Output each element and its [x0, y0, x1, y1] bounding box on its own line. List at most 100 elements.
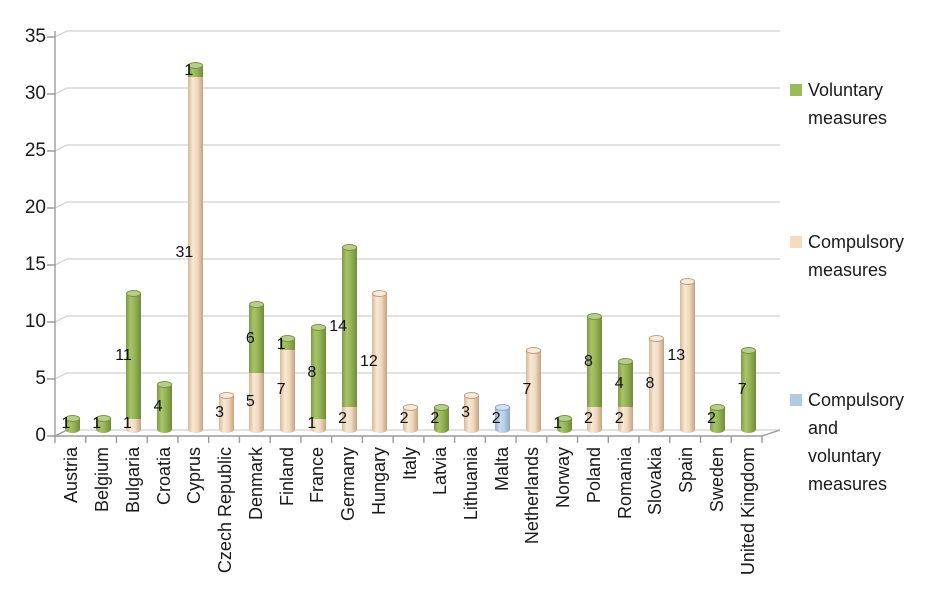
bar-data-label: 4	[614, 375, 624, 393]
bar-data-label: 3	[215, 403, 225, 421]
bar-segment	[310, 418, 326, 433]
bar-data-label: 14	[329, 318, 348, 336]
legend-item-compulsory-measures: Compulsory measures	[790, 228, 912, 284]
legend-label: Voluntary measures	[808, 80, 888, 128]
bar-data-label: 1	[307, 415, 317, 433]
bar-segment	[587, 407, 603, 433]
bar-segment	[618, 407, 634, 433]
bar-segment	[433, 407, 449, 433]
bar-data-label: 1	[61, 415, 71, 433]
bar-data-label: 7	[522, 381, 532, 399]
bar-top-cap	[341, 244, 357, 252]
bar-data-label: 8	[307, 364, 317, 381]
bar-segment	[403, 407, 418, 433]
bar-top-cap	[310, 323, 326, 331]
bar-data-label: 2	[584, 409, 593, 427]
bar-top-cap	[679, 278, 695, 286]
x-category-label: Czech Republic	[215, 447, 236, 574]
bar-data-label: 6	[245, 329, 255, 347]
bar-segment	[218, 395, 234, 433]
bar-segment	[648, 338, 664, 433]
bar-top-cap	[372, 289, 388, 297]
legend-item-compulsory-and-voluntary-measures: Compulsory and voluntary measures	[790, 386, 912, 498]
x-category-label: Austria	[61, 447, 82, 504]
bar-top-cap	[218, 392, 234, 400]
x-category-label: Malta	[491, 447, 512, 492]
bar-top-cap	[618, 358, 634, 366]
compulsory-measures-swatch-icon	[790, 236, 802, 248]
bar-segment	[495, 407, 511, 433]
bar-segment	[187, 65, 203, 77]
x-category-label: Italy	[399, 447, 420, 481]
bar-top-cap	[64, 415, 80, 423]
bar-top-cap	[280, 335, 296, 343]
bar-top-cap	[587, 312, 603, 320]
bar-data-label: 8	[584, 352, 593, 370]
bar-segment	[249, 373, 265, 433]
bar-segment	[310, 327, 326, 419]
bar-segment	[126, 418, 142, 433]
bar-data-label: 2	[430, 409, 440, 427]
x-category-label: Germany	[338, 447, 359, 522]
bar-data-label: 1	[122, 415, 132, 433]
bar-top-cap	[556, 415, 572, 423]
x-category-label: Lithuania	[460, 447, 481, 521]
x-category-label: Netherlands	[522, 447, 543, 545]
bar-segment	[280, 338, 296, 351]
legend-item-voluntary-measures: Voluntary measures	[790, 76, 912, 132]
x-category-label: Belgium	[92, 447, 113, 513]
bar-segment	[741, 350, 757, 433]
bar-data-label: 12	[359, 352, 378, 370]
bar-segment	[341, 407, 357, 433]
y-tick-label: 30	[24, 83, 46, 104]
bar-top-cap	[464, 392, 480, 400]
y-tick-label: 25	[24, 140, 46, 161]
bar-segment	[126, 293, 142, 419]
x-category-label: Finland	[276, 447, 297, 507]
x-category-label: Poland	[583, 447, 604, 504]
bar-segment	[556, 418, 572, 433]
legend-label: Compulsory measures	[808, 232, 905, 280]
bar-data-label: 2	[338, 409, 348, 427]
y-tick-label: 5	[35, 368, 46, 389]
bar-data-label: 1	[276, 335, 286, 353]
voluntary-measures-swatch-icon	[790, 84, 802, 96]
bar-segment	[64, 418, 80, 433]
bar-data-label: 31	[175, 244, 194, 262]
x-category-label: Latvia	[430, 447, 451, 496]
bar-data-label: 2	[706, 409, 716, 427]
bar-data-label: 1	[553, 415, 563, 433]
bar-data-label: 8	[645, 375, 655, 393]
bar-data-label: 2	[614, 409, 624, 427]
x-category-label: Croatia	[153, 447, 174, 506]
x-category-label: Slovakia	[645, 447, 666, 516]
y-tick-label: 20	[24, 197, 46, 218]
bar-top-cap	[403, 403, 418, 411]
legend: Voluntary measures Compulsory measures C…	[790, 0, 932, 613]
bar-top-cap	[249, 301, 265, 309]
bar-segment	[618, 361, 634, 408]
bar-top-cap	[710, 403, 726, 411]
bar-segment	[157, 384, 173, 433]
x-category-label: Sweden	[706, 447, 727, 513]
y-tick-label: 10	[24, 311, 46, 332]
bar-top-cap	[157, 380, 173, 388]
bar-data-label: 3	[461, 403, 470, 421]
bar-data-label: 4	[153, 398, 163, 416]
x-category-label: France	[307, 447, 328, 504]
bar-segment	[372, 293, 388, 433]
x-category-label: Spain	[676, 447, 697, 494]
x-category-label: Cyprus	[184, 447, 205, 505]
bar-top-cap	[648, 335, 664, 343]
bar-top-cap	[495, 403, 511, 411]
bar-top-cap	[433, 403, 449, 411]
bar-data-label: 1	[92, 415, 102, 433]
x-category-label: Denmark	[245, 447, 266, 521]
bar-data-label: 2	[399, 409, 409, 427]
bar-segment	[341, 247, 357, 408]
bar-segment	[464, 395, 480, 433]
x-category-label: Hungary	[368, 447, 389, 516]
